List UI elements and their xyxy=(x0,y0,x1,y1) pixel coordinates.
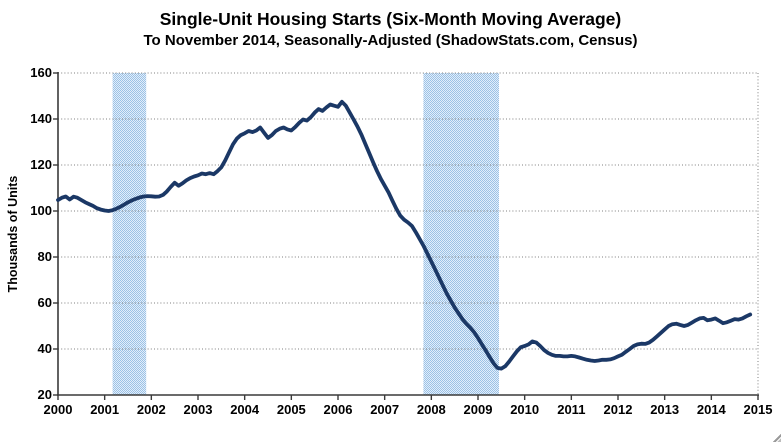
chart-title: Single-Unit Housing Starts (Six-Month Mo… xyxy=(159,9,622,29)
x-tick-label: 2005 xyxy=(276,402,306,417)
x-tick-label: 2014 xyxy=(696,402,726,417)
x-tick-label: 2009 xyxy=(463,402,493,417)
x-tick-label: 2001 xyxy=(90,402,120,417)
corner-mark xyxy=(772,433,781,442)
y-tick-label: 20 xyxy=(37,387,52,402)
x-tick-label: 2008 xyxy=(416,402,446,417)
y-tick-label: 100 xyxy=(30,203,52,218)
x-tick-label: 2010 xyxy=(510,402,540,417)
y-tick-label: 160 xyxy=(30,65,52,80)
x-tick-label: 2006 xyxy=(323,402,353,417)
x-tick-label: 2000 xyxy=(43,402,73,417)
y-tick-label: 60 xyxy=(37,295,52,310)
x-tick-label: 2003 xyxy=(183,402,213,417)
recession-band xyxy=(112,73,147,395)
x-tick-label: 2004 xyxy=(230,402,260,417)
recession-band xyxy=(423,73,499,395)
x-tick-label: 2015 xyxy=(743,402,773,417)
chart-subtitle: To November 2014, Seasonally-Adjusted (S… xyxy=(143,32,638,49)
y-tick-label: 40 xyxy=(37,341,52,356)
x-tick-label: 2012 xyxy=(603,402,633,417)
data-line xyxy=(56,99,753,371)
x-tick-label: 2002 xyxy=(136,402,166,417)
y-tick-label: 80 xyxy=(37,249,52,264)
y-tick-label: 120 xyxy=(30,157,52,172)
y-tick-label: 140 xyxy=(30,111,52,126)
x-tick-label: 2011 xyxy=(557,402,586,417)
x-tick-label: 2013 xyxy=(650,402,680,417)
x-tick-label: 2007 xyxy=(370,402,400,417)
